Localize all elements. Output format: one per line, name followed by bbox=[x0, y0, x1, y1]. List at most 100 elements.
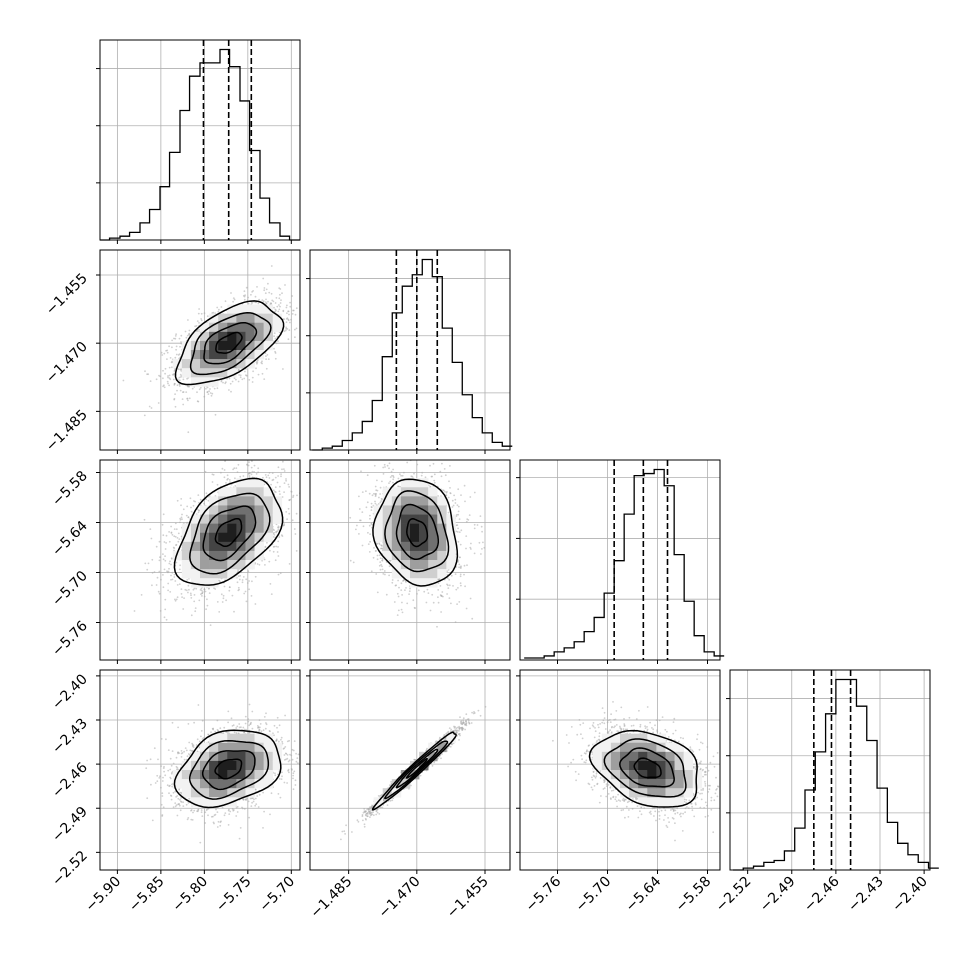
scatter-point bbox=[175, 348, 178, 351]
scatter-point bbox=[205, 387, 207, 390]
scatter-point bbox=[167, 382, 169, 385]
density-cell bbox=[209, 331, 219, 342]
scatter-point bbox=[146, 568, 149, 571]
scatter-point bbox=[200, 593, 202, 596]
scatter-point bbox=[261, 372, 264, 375]
scatter-point bbox=[257, 359, 259, 361]
scatter-point bbox=[247, 464, 250, 467]
density-cell bbox=[263, 340, 274, 351]
scatter-point bbox=[178, 357, 181, 360]
density-cell bbox=[218, 368, 228, 378]
scatter-point bbox=[175, 598, 178, 601]
scatter-point bbox=[149, 528, 152, 530]
scatter-point bbox=[254, 295, 257, 298]
scatter-point bbox=[177, 540, 180, 543]
scatter-point bbox=[171, 373, 174, 376]
scatter-point bbox=[167, 375, 169, 377]
scatter-point bbox=[206, 598, 208, 601]
scatter-point bbox=[269, 583, 272, 585]
histogram-panel-3 bbox=[726, 669, 939, 871]
scatter-point bbox=[178, 538, 181, 540]
scatter-point bbox=[162, 553, 164, 555]
scatter-point bbox=[178, 376, 181, 379]
scatter-point bbox=[189, 497, 192, 500]
scatter-point bbox=[133, 610, 136, 612]
scatter-point bbox=[186, 579, 189, 581]
scatter-point bbox=[287, 310, 289, 313]
scatter-point bbox=[208, 390, 211, 393]
scatter-point bbox=[173, 372, 176, 375]
scatter-point bbox=[286, 317, 289, 320]
scatter-point bbox=[282, 460, 284, 463]
scatter-point bbox=[273, 529, 275, 531]
scatter-point bbox=[283, 330, 286, 333]
scatter-point bbox=[160, 578, 162, 581]
density-cell bbox=[190, 331, 201, 342]
scatter-point bbox=[257, 471, 259, 474]
scatter-point bbox=[245, 374, 248, 377]
scatter-point bbox=[174, 335, 177, 337]
scatter-point bbox=[178, 383, 181, 386]
scatter-point bbox=[162, 534, 165, 537]
scatter-point bbox=[214, 413, 217, 416]
scatter-point bbox=[230, 390, 232, 393]
scatter-point bbox=[174, 599, 177, 602]
scatter-point bbox=[147, 373, 150, 376]
scatter-point bbox=[150, 407, 153, 409]
scatter-point bbox=[254, 575, 257, 578]
scatter-point bbox=[224, 460, 227, 462]
scatter-point bbox=[206, 315, 209, 318]
scatter-point bbox=[265, 476, 268, 479]
scatter-point bbox=[167, 376, 169, 379]
scatter-point bbox=[168, 531, 171, 533]
scatter-point bbox=[174, 356, 177, 359]
scatter-point bbox=[279, 493, 281, 495]
scatter-point bbox=[288, 563, 291, 565]
scatter-point bbox=[161, 354, 164, 356]
scatter-point bbox=[176, 537, 179, 539]
scatter-point bbox=[291, 313, 294, 315]
density-cell bbox=[227, 322, 237, 333]
scatter-point bbox=[178, 385, 181, 387]
scatter-point bbox=[196, 391, 198, 394]
scatter-point bbox=[214, 588, 217, 590]
scatter-point bbox=[222, 381, 224, 384]
scatter-point bbox=[174, 393, 177, 395]
scatter-point bbox=[209, 388, 211, 390]
scatter-point bbox=[256, 361, 259, 364]
scatter-point bbox=[260, 361, 263, 364]
scatter-point bbox=[163, 616, 166, 619]
scatter-point bbox=[288, 512, 291, 515]
scatter-point bbox=[285, 478, 287, 480]
density-cell bbox=[245, 322, 255, 333]
scatter-point bbox=[265, 288, 268, 291]
density-cell bbox=[263, 313, 274, 324]
scatter-point bbox=[224, 300, 227, 303]
scatter-point bbox=[178, 568, 181, 571]
contour-level-0 bbox=[215, 331, 243, 354]
scatter-point bbox=[182, 403, 185, 406]
density-cell bbox=[227, 350, 237, 360]
scatter-point bbox=[251, 302, 254, 304]
scatter-point bbox=[193, 594, 196, 596]
scatter-point bbox=[255, 473, 258, 475]
density-cell bbox=[181, 350, 192, 360]
density-cell bbox=[227, 313, 237, 324]
density-cell bbox=[209, 340, 219, 351]
scatter-point bbox=[265, 367, 268, 370]
pair-panel-content bbox=[100, 460, 300, 660]
scatter-point bbox=[279, 572, 282, 575]
scatter-point bbox=[199, 498, 202, 501]
scatter-point bbox=[234, 485, 237, 487]
scatter-point bbox=[212, 473, 215, 476]
scatter-point bbox=[263, 378, 266, 380]
scatter-point bbox=[193, 600, 196, 603]
scatter-point bbox=[179, 389, 182, 392]
density-cell bbox=[272, 322, 283, 333]
scatter-point bbox=[284, 284, 286, 286]
panel-frame bbox=[99, 39, 301, 241]
scatter-point bbox=[223, 469, 226, 471]
scatter-point bbox=[221, 467, 224, 470]
scatter-point bbox=[283, 523, 285, 525]
